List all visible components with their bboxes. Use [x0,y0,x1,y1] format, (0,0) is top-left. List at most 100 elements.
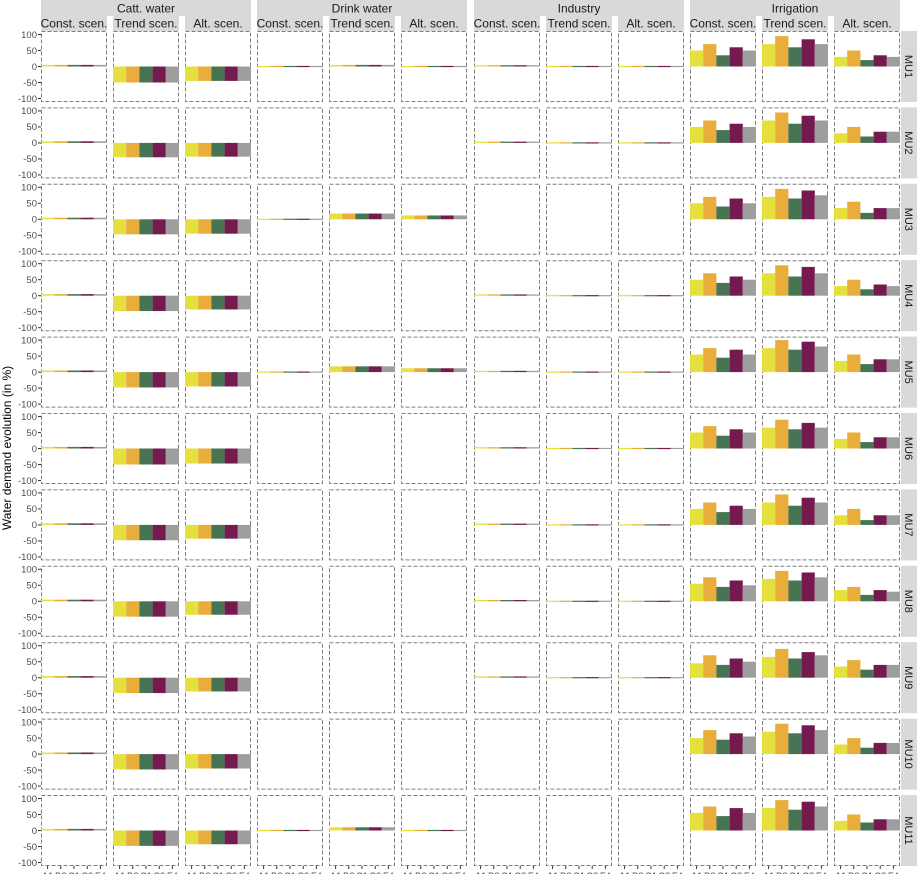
y-tick-label: 50 [26,46,37,57]
bar-c1 [716,55,730,67]
bar-f4 [381,366,395,373]
bar-f4 [165,142,179,158]
bar-f4 [381,827,395,831]
bar-f4 [598,65,612,68]
bar-a1 [257,65,271,68]
bar-c1 [139,754,153,770]
panel-mu8-irrigation-trend-scen [762,565,828,637]
bar-f4 [742,126,756,143]
bar-c2 [801,652,815,678]
panel-mu11-irrigation-alt-scen [834,795,900,866]
bar-f4 [814,273,828,296]
unit-strip-mu5 [901,336,917,408]
bar-c1 [355,64,369,67]
x-tick-label: B3 [55,871,67,874]
bar-b3 [847,126,861,143]
bar-a1 [401,829,415,832]
bar-a1 [113,754,127,770]
bar-f4 [165,754,179,770]
bar-a1 [474,65,488,67]
bar-b3 [198,295,212,310]
y-tick-label: -100 [18,323,37,334]
panel-mu5-drink-water-trend-scen [329,336,395,408]
panel-border [401,413,467,484]
bar-a1 [185,677,199,692]
bar-a1 [690,203,704,220]
panel-border [257,413,323,484]
panel-mu9-irrigation-trend-scen [762,642,828,714]
bar-b3 [54,828,68,831]
bar-c2 [513,676,527,678]
facet-panels [41,31,900,866]
bar-c1 [716,435,730,449]
y-tick-label: 100 [21,412,37,423]
bar-a1 [185,372,199,387]
bar-c1 [644,447,658,450]
panel-mu4-irrigation-const-scen [690,260,756,332]
panel-mu11-catt-water-trend-scen [113,795,179,866]
unit-label: MU1 [902,55,914,78]
bar-c1 [139,448,153,465]
scenario-strip-drink-water-const-scen [257,16,323,31]
bar-f4 [237,677,251,692]
y-tick-label: 0 [32,291,37,302]
panel-mu9-irrigation-const-scen [690,642,756,714]
x-tick-label: C1 [284,871,296,874]
panel-mu10-catt-water-alt-scen [185,718,251,790]
bar-c1 [500,65,514,67]
bar-f4 [309,371,323,373]
bar-a1 [41,217,55,220]
bar-c1 [572,524,586,526]
bar-a1 [401,215,415,220]
panel-mu2-industry-alt-scen [618,107,684,179]
bar-c2 [224,219,238,234]
bar-c1 [572,600,586,602]
unit-strip-mu8 [901,565,917,637]
bar-f4 [309,218,323,220]
bar-a1 [185,524,199,539]
bar-a1 [762,427,776,449]
bar-f4 [526,65,540,67]
panel-mu3-irrigation-alt-scen [834,183,900,255]
bar-f4 [237,66,251,81]
y-tick-label: -50 [23,613,37,624]
bar-c2 [296,218,310,220]
bar-c1 [500,600,514,602]
panel-mu9-industry-const-scen [474,642,540,714]
panel-mu7-industry-trend-scen [546,489,612,561]
bar-c1 [644,65,658,68]
bar-b3 [198,448,212,464]
bar-f4 [93,446,107,449]
x-tick-label: C1 [861,871,873,874]
panel-mu9-drink-water-trend-scen [329,642,395,714]
panel-mu10-catt-water-const-scen [41,718,107,790]
unit-label: MU5 [902,360,914,383]
bar-a1 [546,677,560,679]
panel-border [474,183,540,255]
bar-b3 [54,64,68,67]
bar-b3 [775,36,789,67]
x-tick-label: C2 [658,871,670,874]
bar-c2 [368,366,382,373]
bar-a1 [185,219,199,234]
bar-c2 [873,664,887,678]
bar-c2 [513,370,527,373]
x-tick-label: A1 [114,871,126,874]
bar-f4 [598,142,612,144]
bar-a1 [762,120,776,143]
bar-c1 [716,739,730,755]
bar-a1 [762,731,776,755]
y-tick-label: -50 [23,78,37,89]
bar-c2 [80,828,94,831]
bar-b3 [631,524,645,526]
panel-mu6-catt-water-trend-scen [113,413,179,484]
bar-a1 [762,44,776,67]
panel-border [618,718,684,790]
bar-f4 [237,601,251,615]
y-tick-label: 100 [21,183,37,194]
panel-border [401,642,467,714]
bar-c2 [657,142,671,144]
bar-a1 [41,446,55,449]
panel-mu1-drink-water-trend-scen [329,31,395,102]
panel-mu5-irrigation-alt-scen [834,336,900,408]
